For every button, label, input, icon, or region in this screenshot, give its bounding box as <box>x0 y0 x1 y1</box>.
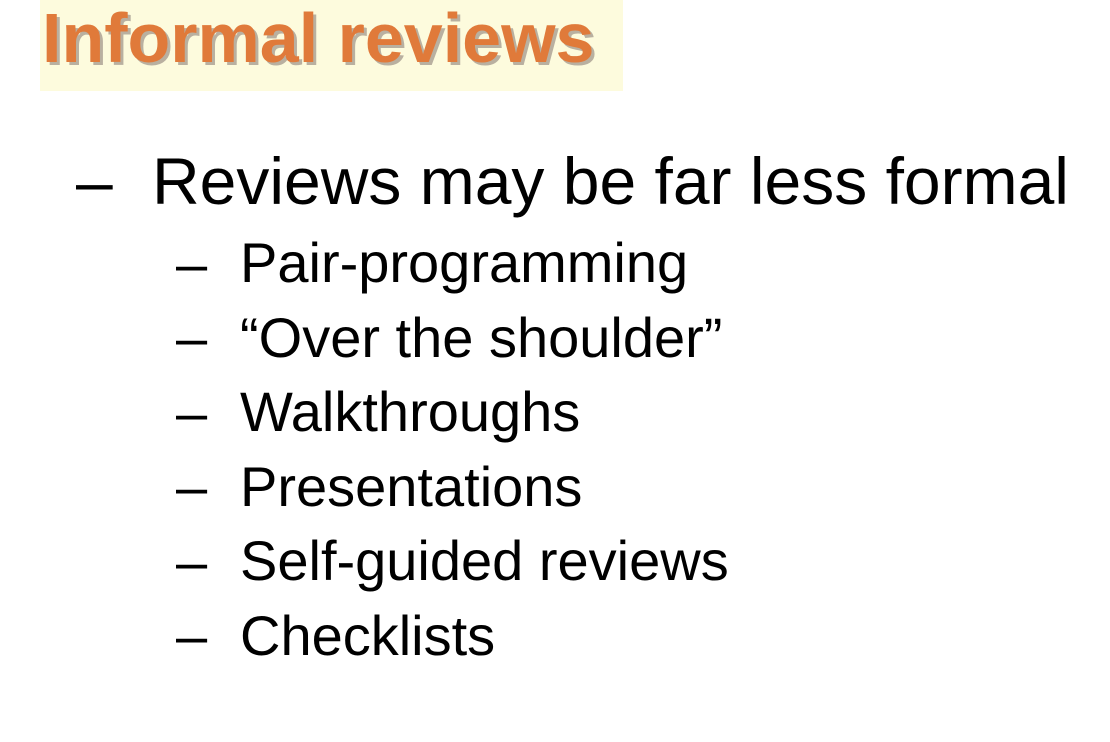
sub-bullet-text: Presentations <box>240 454 583 518</box>
main-bullet: – Reviews may be far less formal <box>76 144 1069 218</box>
sub-bullet-text: Self-guided reviews <box>240 529 729 593</box>
sub-bullet-text: “Over the shoulder” <box>240 305 723 369</box>
bullet-marker: – <box>176 604 208 668</box>
sub-bullet-item: – “Over the shoulder” <box>176 301 729 376</box>
bullet-marker: – <box>176 455 208 519</box>
sub-bullet-list: – Pair-programming – “Over the shoulder”… <box>176 226 729 673</box>
main-bullet-text: Reviews may be far less formal <box>152 144 1069 218</box>
sub-bullet-text: Pair-programming <box>240 231 689 295</box>
sub-bullet-item: – Checklists <box>176 599 729 674</box>
bullet-marker: – <box>176 231 208 295</box>
slide-title: Informal reviews <box>42 0 595 77</box>
bullet-marker: – <box>176 380 208 444</box>
bullet-marker: – <box>176 529 208 593</box>
title-highlight <box>40 0 623 91</box>
sub-bullet-text: Walkthroughs <box>240 380 581 444</box>
bullet-marker: – <box>76 144 113 218</box>
sub-bullet-item: – Self-guided reviews <box>176 524 729 599</box>
sub-bullet-item: – Presentations <box>176 450 729 525</box>
sub-bullet-item: – Walkthroughs <box>176 375 729 450</box>
sub-bullet-text: Checklists <box>240 603 496 667</box>
bullet-marker: – <box>176 306 208 370</box>
sub-bullet-item: – Pair-programming <box>176 226 729 301</box>
